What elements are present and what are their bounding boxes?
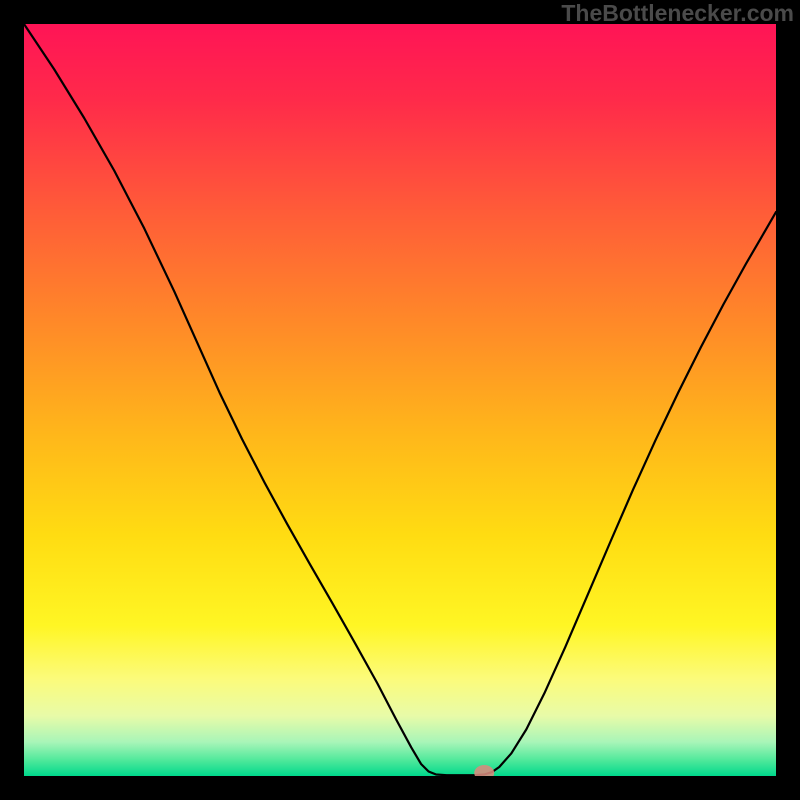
optimum-marker bbox=[474, 765, 494, 776]
plot-area bbox=[24, 24, 776, 776]
watermark-text: TheBottlenecker.com bbox=[561, 0, 794, 27]
bottleneck-curve bbox=[24, 24, 776, 776]
chart-container: TheBottlenecker.com bbox=[0, 0, 800, 800]
